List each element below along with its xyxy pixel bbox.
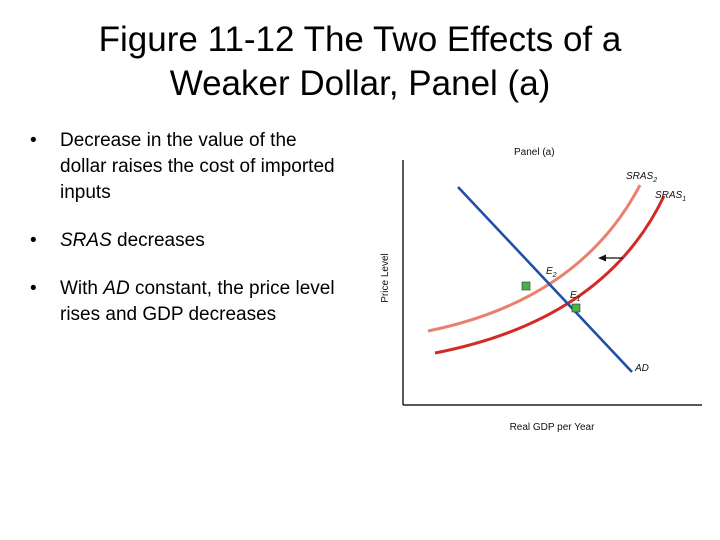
bullet-dot-icon: •: [30, 278, 37, 299]
slide-title-line-1: Figure 11-12 The Two Effects of a: [98, 20, 622, 59]
bullet-text: Decrease in the value of the dollar rais…: [60, 130, 335, 203]
bullet-text-pre: With: [60, 278, 104, 299]
bullet-item: • With AD constant, the price level rise…: [26, 276, 346, 328]
y-axis-label: Price Level: [380, 253, 391, 302]
sras1-label: SRAS1: [655, 190, 686, 203]
slide-title: Figure 11-12 The Two Effects of a Weaker…: [40, 18, 680, 106]
ad-label: AD: [634, 363, 649, 374]
bullet-dot-icon: •: [30, 130, 37, 151]
sras1-curve: [434, 195, 666, 355]
sras2-curve: [427, 184, 642, 333]
bullet-text: constant, the price level rises and GDP …: [60, 278, 335, 325]
e2-point: [521, 281, 531, 291]
bullet-list: • Decrease in the value of the dollar ra…: [26, 128, 346, 350]
ad-line: [457, 186, 633, 373]
shift-arrow-head-icon: [598, 254, 606, 262]
sras-ad-diagram: Panel (a) Price Level Real GDP per Year …: [380, 147, 702, 433]
sras2-label: SRAS2: [626, 171, 657, 184]
e1-point: [571, 303, 581, 313]
e1-label: E1: [570, 290, 581, 303]
bullet-italic-term: AD: [103, 278, 130, 299]
slide-title-line-2: Weaker Dollar, Panel (a): [169, 64, 551, 103]
bullet-dot-icon: •: [30, 230, 37, 251]
e2-label: E2: [546, 266, 557, 279]
bullet-item: • SRAS decreases: [26, 228, 346, 254]
bullet-italic-term: SRAS: [60, 230, 112, 251]
bullet-text: decreases: [111, 230, 205, 251]
bullet-item: • Decrease in the value of the dollar ra…: [26, 128, 346, 206]
x-axis-label: Real GDP per Year: [510, 422, 596, 433]
panel-label: Panel (a): [514, 147, 555, 158]
